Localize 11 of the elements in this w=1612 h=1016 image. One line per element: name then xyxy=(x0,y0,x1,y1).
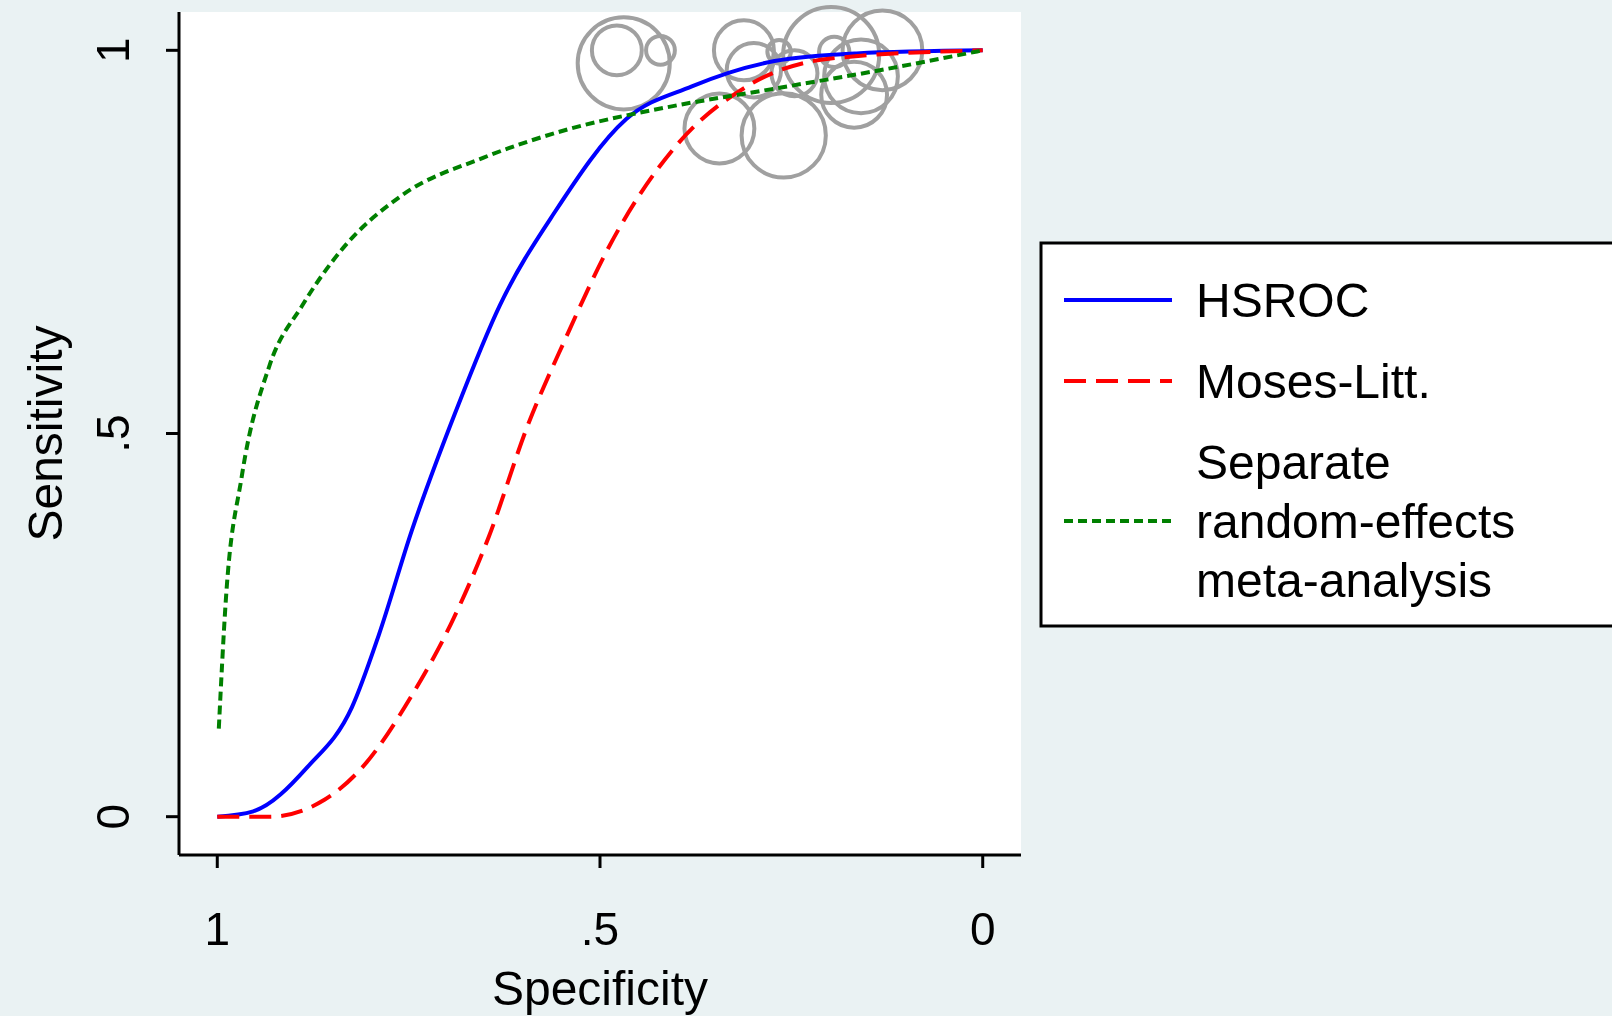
legend-label: Moses-Litt. xyxy=(1196,355,1431,408)
x-tick-label: .5 xyxy=(580,903,620,955)
y-tick-label: .5 xyxy=(87,414,139,453)
y-axis-title: Sensitivity xyxy=(19,325,72,542)
y-tick-label: 0 xyxy=(87,803,139,830)
y-tick-label: 1 xyxy=(87,37,139,64)
x-axis-title: Specificity xyxy=(491,962,709,1015)
legend-label: HSROC xyxy=(1196,274,1370,327)
x-tick-label: 1 xyxy=(204,903,231,955)
x-tick-label: 0 xyxy=(969,903,996,955)
legend-label: Separate random-effects meta-analysis xyxy=(1196,436,1516,607)
